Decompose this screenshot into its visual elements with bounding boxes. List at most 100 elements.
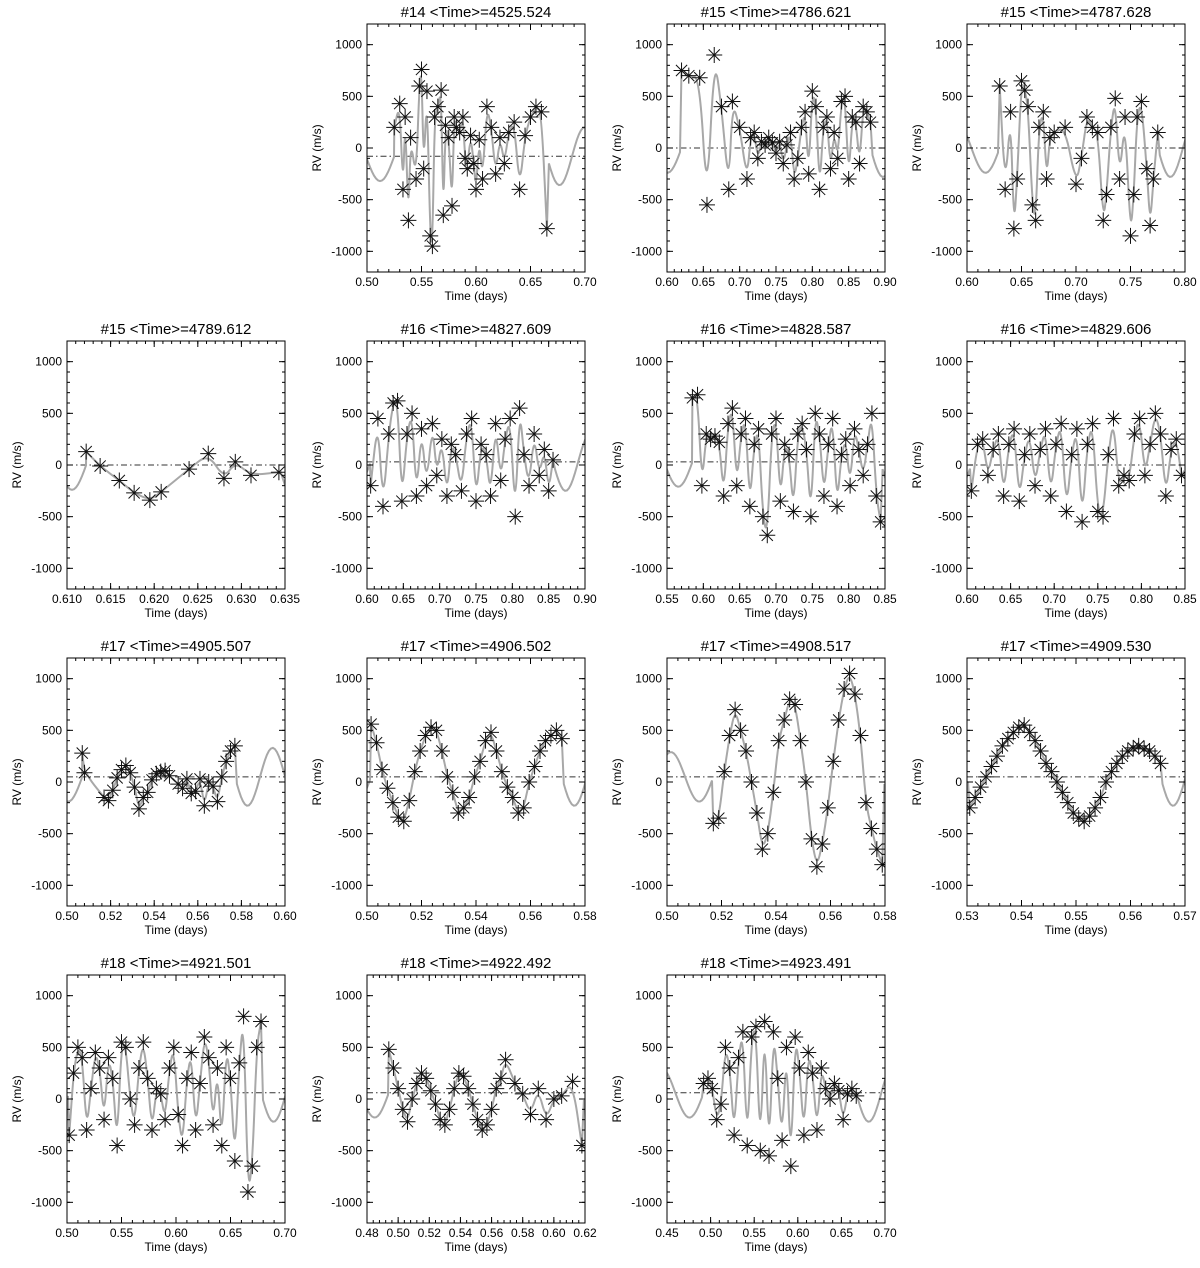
y-tick-label: -500 — [638, 827, 662, 841]
rv-data-point — [239, 1184, 256, 1200]
rv-data-point — [126, 484, 143, 501]
rv-data-point — [183, 785, 200, 802]
rv-data-point — [791, 1060, 808, 1076]
rv-data-point — [413, 420, 430, 437]
rv-data-point — [514, 1085, 531, 1102]
rv-data-point — [213, 1137, 230, 1154]
rv-data-point — [1130, 737, 1147, 754]
y-tick-label: 0 — [55, 458, 62, 472]
x-tick-label: 0.65 — [830, 1226, 854, 1240]
rv-data-point — [395, 813, 412, 830]
rv-data-point — [78, 443, 95, 460]
rv-data-point — [226, 737, 243, 754]
rv-data-point — [474, 171, 491, 187]
rv-data-point — [872, 513, 885, 530]
rv-data-point — [833, 93, 850, 110]
rv-data-point — [684, 389, 701, 406]
rv-data-point — [545, 451, 562, 468]
rv-data-point — [526, 758, 543, 775]
rv-data-point — [786, 171, 803, 187]
x-tick-label: 0.80 — [837, 592, 861, 606]
rv-data-point — [720, 181, 737, 198]
x-tick-label: 0.54 — [764, 909, 788, 923]
rv-data-point — [1073, 150, 1090, 167]
rv-data-point — [515, 446, 532, 463]
x-tick-label: 0.65 — [1010, 275, 1034, 289]
x-tick-label: 0.60 — [655, 275, 679, 289]
y-tick-label: 500 — [942, 723, 962, 737]
rv-panel: #14 <Time>=4525.524 0.50 0.55 0.60 0.65 0.70 -… — [300, 0, 600, 317]
rv-data-point — [1016, 82, 1033, 99]
y-tick-label: -500 — [38, 510, 62, 524]
rv-data-point — [492, 1070, 509, 1087]
y-tick-label: -500 — [338, 827, 362, 841]
rv-data-point — [824, 410, 841, 427]
rv-data-point — [787, 1029, 804, 1045]
rv-data-point — [1011, 493, 1028, 510]
rv-data-point — [859, 436, 876, 453]
rv-data-point — [478, 446, 495, 463]
x-tick-label: 0.56 — [480, 1226, 504, 1240]
rv-data-point — [433, 743, 450, 759]
rv-data-point — [130, 800, 147, 817]
rv-data-point — [511, 400, 528, 417]
rv-data-point — [730, 1049, 747, 1066]
rv-data-point — [815, 488, 832, 504]
model-curve — [967, 84, 1185, 222]
rv-data-point — [691, 69, 708, 86]
x-tick-label: 0.50 — [355, 275, 379, 289]
rv-data-point — [391, 95, 408, 112]
rv-data-point — [695, 1075, 712, 1092]
y-tick-label: 500 — [342, 1040, 362, 1054]
y-tick-label: 0 — [955, 141, 962, 155]
panel-title: #18 <Time>=4923.491 — [701, 955, 852, 972]
y-tick-label: -1000 — [331, 561, 362, 575]
rv-data-point — [87, 1044, 104, 1061]
rv-data-point — [988, 748, 1005, 765]
x-tick-label: 0.620 — [139, 592, 169, 606]
y-tick-label: 1000 — [935, 672, 962, 686]
rv-data-point — [389, 392, 406, 409]
rv-data-point — [1105, 410, 1122, 427]
rv-data-point — [213, 768, 230, 785]
rv-data-point — [721, 727, 738, 744]
rv-data-point — [526, 426, 543, 442]
rv-data-point — [438, 488, 455, 504]
rv-data-point — [380, 426, 397, 442]
rv-data-point — [235, 1008, 252, 1025]
rv-data-point — [774, 1132, 791, 1149]
rv-panel-plot: #17 <Time>=4905.507 0.50 0.52 0.54 0.56 0.58 0… — [10, 638, 297, 937]
plot-area — [367, 1041, 585, 1154]
rv-data-point — [170, 1106, 187, 1123]
rv-data-point — [454, 109, 471, 125]
rv-data-point — [92, 458, 109, 475]
rv-data-point — [398, 426, 415, 442]
rv-data-point — [1016, 446, 1033, 463]
rv-data-point — [706, 47, 723, 63]
rv-data-point — [152, 763, 169, 780]
rv-data-point — [187, 1122, 204, 1138]
rv-data-point — [837, 88, 854, 105]
panel-title: #18 <Time>=4922.492 — [401, 955, 552, 972]
y-axis-label: RV (m/s) — [610, 1075, 624, 1122]
y-tick-label: 0 — [355, 458, 362, 472]
x-tick-label: 0.56 — [819, 909, 843, 923]
rv-data-point — [1087, 799, 1104, 816]
rv-data-point — [781, 446, 798, 463]
rv-data-point — [811, 426, 828, 442]
rv-data-point — [830, 712, 847, 728]
rv-data-point — [847, 686, 864, 703]
rv-data-point — [222, 743, 239, 759]
rv-data-point — [1102, 119, 1119, 136]
rv-data-point — [492, 472, 509, 489]
y-tick-label: 1000 — [335, 672, 362, 686]
x-axis-label: Time (days) — [445, 923, 508, 937]
rv-panel-plot: #16 <Time>=4828.587 0.55 0.60 0.65 0.70 0.75 0… — [610, 321, 897, 620]
rv-data-point — [848, 1087, 865, 1104]
rv-data-point — [218, 753, 235, 770]
rv-data-point — [1125, 186, 1142, 203]
plot-area — [967, 405, 1185, 530]
rv-data-point — [139, 1070, 156, 1087]
x-tick-label: 0.54 — [449, 1226, 473, 1240]
rv-data-point — [1126, 426, 1143, 442]
